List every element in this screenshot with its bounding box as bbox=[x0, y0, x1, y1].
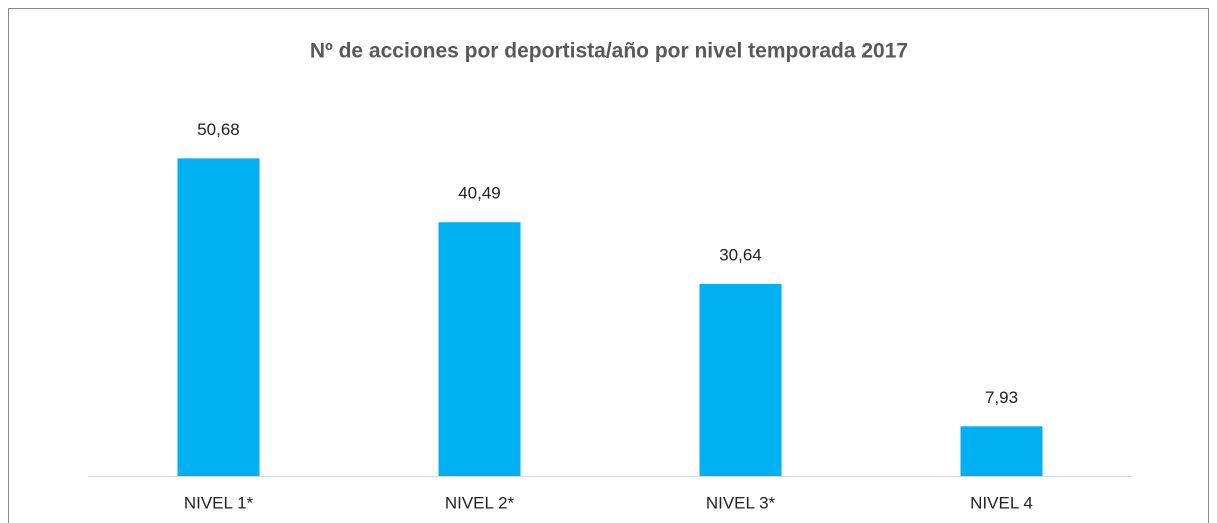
x-tick-label: NIVEL 3* bbox=[706, 493, 776, 512]
chart-title: Nº de acciones por deportista/año por ni… bbox=[310, 40, 908, 63]
data-label: 7,93 bbox=[985, 388, 1018, 407]
bar bbox=[177, 158, 260, 476]
bar bbox=[438, 222, 521, 476]
bar bbox=[699, 283, 782, 476]
bar bbox=[960, 426, 1043, 476]
data-label: 30,64 bbox=[719, 245, 762, 264]
x-tick-label: NIVEL 4 bbox=[970, 493, 1033, 512]
x-tick-label: NIVEL 2* bbox=[445, 493, 515, 512]
data-label: 50,68 bbox=[197, 120, 240, 139]
x-tick-label: NIVEL 1* bbox=[184, 493, 254, 512]
data-label: 40,49 bbox=[458, 184, 501, 203]
